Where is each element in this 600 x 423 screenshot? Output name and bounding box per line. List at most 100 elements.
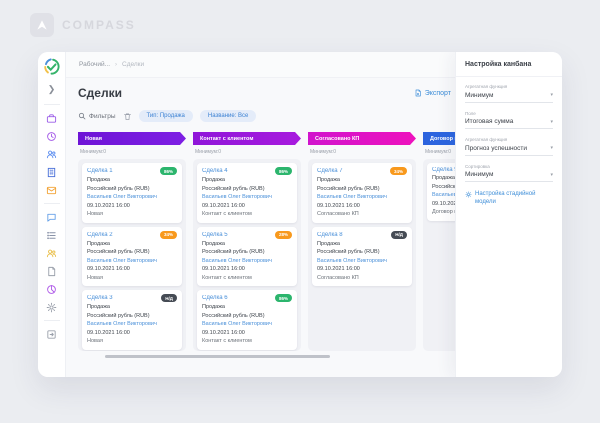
filters-button[interactable]: Фильтры [78,112,116,120]
horizontal-scrollbar[interactable] [105,355,330,358]
mail-icon[interactable] [43,181,60,199]
deal-date: 09.10.2021 16:00 [202,202,245,209]
deal-owner-link[interactable]: Васильев Олег Викторович [202,321,272,328]
forecast-badge: 86% [274,294,292,303]
chat-icon[interactable] [43,208,60,226]
field-label: Сортировка [465,163,490,169]
breadcrumb-item-deals[interactable]: Сделки [122,61,145,68]
deal-currency: Российский рубль (RUB) [202,185,265,192]
deal-card[interactable]: Сделка 5 28% Продажа Российский рубль (RUB)… [197,226,297,287]
divider [43,320,60,321]
deal-title-link[interactable]: Сделка 9 [432,167,458,173]
deal-type: Продажа [317,240,340,247]
select-sorting[interactable]: Минимум ▾ [465,171,553,182]
select-field[interactable]: Итоговая сумма ▾ [465,118,553,129]
gear-icon [465,191,472,198]
deal-card[interactable]: Сделка 3 Н/Д Продажа Российский рубль (RUB)… [82,290,182,350]
deal-title-link[interactable]: Сделка 4 [202,168,228,174]
deal-owner-link[interactable]: Васильев Олег Викторович [317,257,387,264]
kanban-settings-panel: Настройка канбана Агрегатная функция Мин… [455,52,562,377]
deal-card[interactable]: Сделка 8 Н/Д Продажа Российский рубль (RUB)… [312,226,412,287]
kanban-column-approved: Согласовано КП Минимум:0 Сделка 7 34% Прод… [308,132,416,351]
deal-title-link[interactable]: Сделка 1 [87,168,113,174]
forecast-badge: 34% [389,167,407,175]
column-aggregate: Минимум:0 [310,149,337,155]
deals-icon[interactable] [43,109,60,127]
clients-icon[interactable] [43,244,60,262]
column-header: Согласовано КП [308,132,416,145]
deal-currency: Российский рубль (RUB) [317,185,380,192]
deal-owner-link[interactable]: Васильев Олег Викторович [317,194,387,201]
deal-date: 09.10.2021 16:00 [317,266,360,273]
history-icon[interactable] [43,127,60,145]
deal-date: 09.10.2021 16:00 [87,329,130,336]
deal-type: Продажа [202,240,225,247]
deal-stage: Новая [87,211,103,218]
app-logo-icon[interactable] [42,57,61,76]
chevron-down-icon: ▾ [550,92,553,98]
column-header: Новая [78,132,186,145]
deal-stage: Согласовано КП [317,211,359,218]
deal-card[interactable]: Сделка 1 86% Продажа Российский рубль (RUB)… [82,163,182,223]
deal-title-link[interactable]: Сделка 7 [317,168,343,174]
deal-title-link[interactable]: Сделка 6 [202,295,228,302]
chevron-down-icon: ▾ [550,118,553,125]
chevron-down-icon: ▾ [550,145,553,151]
deal-owner-link[interactable]: Васильев Олег Викторович [87,194,157,201]
forecast-badge: 86% [159,167,177,175]
column-body: Сделка 1 86% Продажа Российский рубль (RUB)… [78,159,186,351]
archive-icon[interactable] [43,325,60,343]
deal-stage: Новая [87,274,103,281]
deal-card[interactable]: Сделка 2 34% Продажа Российский рубль (RUB)… [82,226,182,287]
deal-date: 09.10.2021 16:00 [87,202,130,209]
deal-type: Продажа [202,304,225,311]
deal-owner-link[interactable]: Васильев Олег Викторович [87,257,157,264]
deal-date: 09.10.2021 16:00 [432,200,475,207]
deal-type: Продажа [202,177,225,183]
app-window: ❯ Рабочий... › Сделки Сделки Экспорт [38,52,562,377]
forecast-badge: 86% [274,167,292,175]
column-aggregate: Минимум:0 [195,149,222,155]
deal-owner-link[interactable]: Васильев Олег Викторович [202,257,272,264]
deal-title-link[interactable]: Сделка 2 [87,231,113,238]
clear-filters-button[interactable] [123,112,132,121]
deal-owner-link[interactable]: Васильев Олег Викторович [202,194,272,201]
forecast-badge: Н/Д [161,294,177,303]
select-aggregate-function[interactable]: Минимум ▾ [465,92,553,103]
deal-owner-link[interactable]: Васильев Олег Викторович [87,321,157,328]
deal-type: Продажа [87,304,110,311]
companies-icon[interactable] [43,163,60,181]
tasks-list-icon[interactable] [43,226,60,244]
export-icon [415,89,421,97]
deal-currency: Российский рубль (RUB) [87,312,150,319]
contacts-icon[interactable] [43,145,60,163]
sidebar-expand-chevron-icon[interactable]: ❯ [47,84,56,94]
deal-currency: Российский рубль (RUB) [87,185,150,192]
settings-icon[interactable] [43,298,60,316]
column-header: Контакт с клиентом [193,132,301,145]
reports-icon[interactable] [43,280,60,298]
left-icon-rail: ❯ [38,52,66,377]
kanban-column-new: Новая Минимум:0 Сделка 1 86% Продажа Россий… [78,132,186,351]
column-aggregate: Минимум:0 [80,149,107,155]
deal-type: Продажа [87,240,110,247]
stage-model-settings-link[interactable]: Настройка стадийной модели [465,190,553,207]
export-button[interactable]: Экспорт [414,89,451,97]
deal-title-link[interactable]: Сделка 8 [317,231,343,238]
chevron-down-icon: ▾ [550,171,553,178]
deal-date: 09.10.2021 16:00 [202,329,245,336]
deal-card[interactable]: Сделка 6 86% Продажа Российский рубль (RUB)… [197,290,297,350]
breadcrumb-item-workspace[interactable]: Рабочий... [79,61,110,68]
deal-stage: Новая [87,338,103,345]
divider [43,203,60,204]
deal-card[interactable]: Сделка 7 34% Продажа Российский рубль (RUB)… [312,163,412,223]
page-title: Сделки [78,86,122,100]
deal-title-link[interactable]: Сделка 3 [87,295,113,302]
documents-icon[interactable] [43,262,60,280]
filter-chip-name[interactable]: Название: Все [199,110,257,122]
column-body: Сделка 7 34% Продажа Российский рубль (RUB)… [308,159,416,351]
filter-chip-type[interactable]: Тип: Продажа [138,110,193,122]
select-forecast[interactable]: Прогноз успешности ▾ [465,145,553,156]
deal-title-link[interactable]: Сделка 5 [202,231,228,238]
deal-card[interactable]: Сделка 4 86% Продажа Российский рубль (RUB)… [197,163,297,223]
